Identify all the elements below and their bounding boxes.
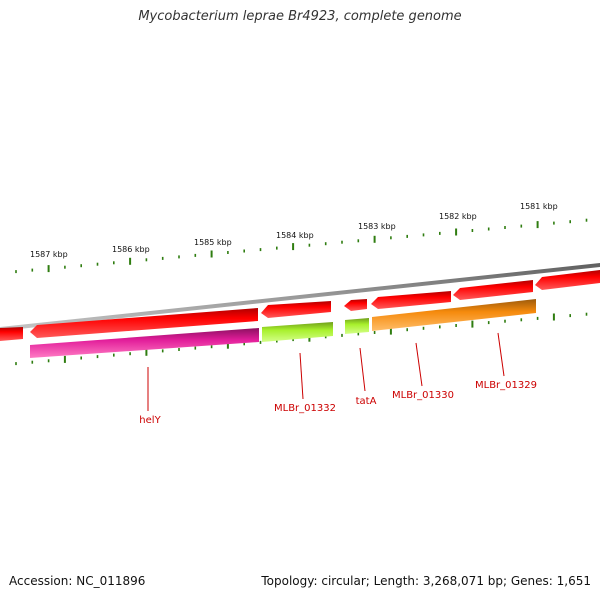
scale-label: 1585 kbp [194,238,232,247]
inner-tick-track [15,312,588,366]
topology-text: Topology: circular; Length: 3,268,071 bp… [261,574,591,588]
accession-text: Accession: NC_011896 [9,574,146,588]
scale-labels: 1587 kbp 1586 kbp 1585 kbp 1584 kbp 1583… [30,202,558,259]
gene-bar-MLBr_01332 [262,322,333,342]
scale-label: 1581 kbp [520,202,558,211]
leader-line [299,352,304,400]
cds-arrow [0,327,23,341]
gene-labels: helY MLBr_01332 tatA MLBr_01330 MLBr_013… [139,380,537,426]
cds-arrow [453,280,533,300]
gene-label-MLBr_01332: MLBr_01332 [274,403,336,414]
gene-label-MLBr_01329: MLBr_01329 [475,380,537,391]
label-leaders [147,332,505,411]
cds-arrow [344,299,367,311]
cds-arrow [371,291,451,309]
gene-bar-helY [30,328,259,358]
leader-line [497,332,505,377]
gene-bar-tatA [345,318,369,334]
cds-arrow [261,301,331,318]
cds-track-reverse [0,270,600,341]
scale-label: 1582 kbp [439,212,477,221]
scale-label: 1583 kbp [358,222,396,231]
gene-label-MLBr_01330: MLBr_01330 [392,390,454,401]
gene-label-tatA: tatA [356,396,377,407]
scale-label: 1586 kbp [112,245,150,254]
leader-line [415,342,423,387]
map-title: Mycobacterium leprae Br4923, complete ge… [138,9,462,24]
gene-label-helY: helY [139,415,161,426]
leader-line [359,347,366,392]
cds-arrow [535,270,600,290]
scale-label: 1584 kbp [276,231,314,240]
scale-label: 1587 kbp [30,250,68,259]
genome-backbone [0,263,600,331]
outer-tick-track [15,218,588,274]
gene-track [30,299,536,358]
gene-bar-MLBr_01330 [372,299,536,331]
cds-arrow [30,308,258,338]
